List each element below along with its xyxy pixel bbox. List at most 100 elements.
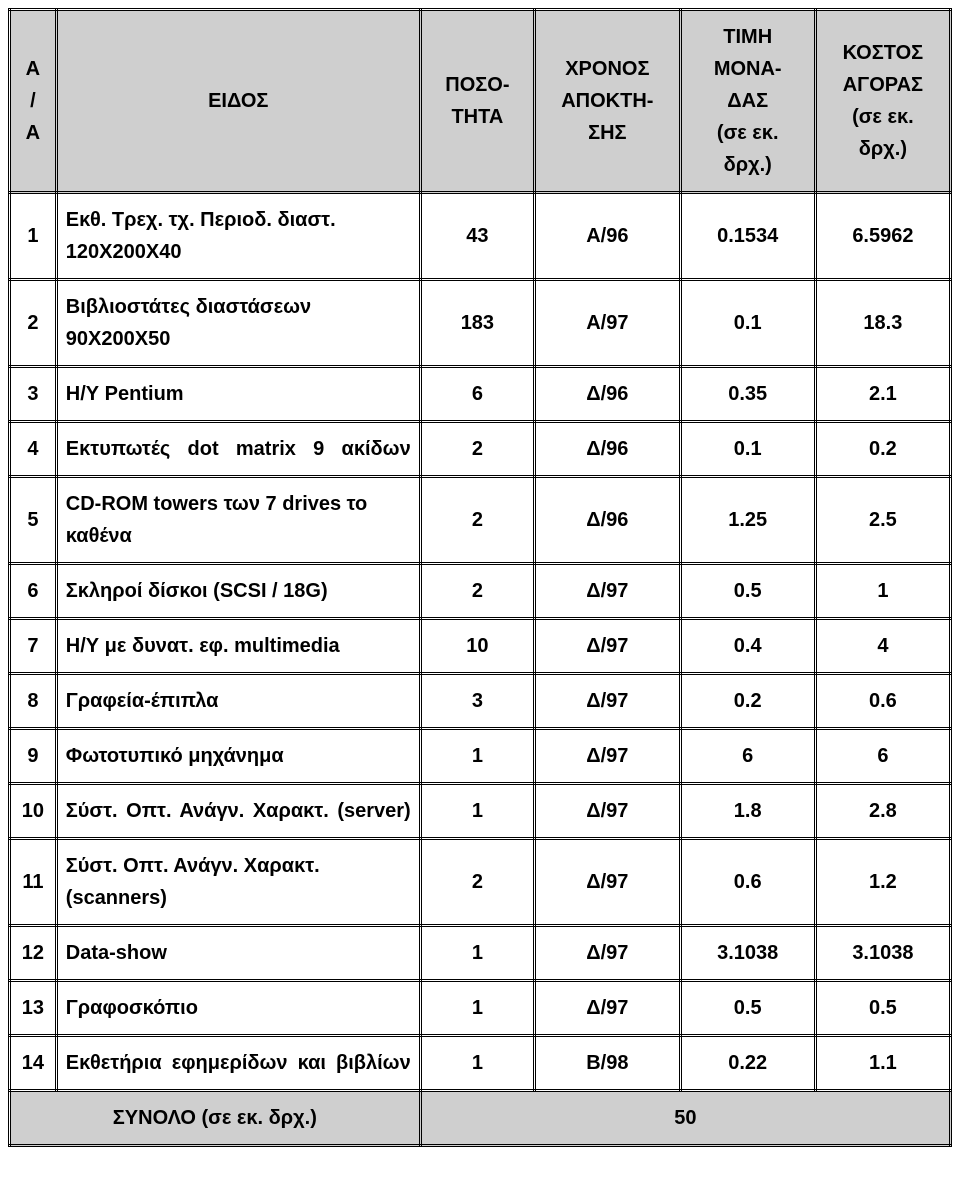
cell-cost: 2.1 xyxy=(815,367,950,422)
cell-qty: 183 xyxy=(420,280,534,367)
cell-qty: 2 xyxy=(420,564,534,619)
cell-cost: 1.1 xyxy=(815,1036,950,1091)
cell-idx: 3 xyxy=(10,367,57,422)
total-label: ΣΥΝΟΛΟ (σε εκ. δρχ.) xyxy=(10,1091,421,1146)
cell-idx: 14 xyxy=(10,1036,57,1091)
cell-desc: Η/Υ με δυνατ. εφ. multimedia xyxy=(56,619,420,674)
table-row: 1Εκθ. Τρεχ. τχ. Περιοδ. διαστ. 120Χ200Χ4… xyxy=(10,193,951,280)
cell-unit: 0.1 xyxy=(680,422,815,477)
cell-time: Δ/97 xyxy=(535,981,681,1036)
cell-unit: 0.35 xyxy=(680,367,815,422)
cell-cost: 2.8 xyxy=(815,784,950,839)
cell-idx: 11 xyxy=(10,839,57,926)
col-idx: Α/Α xyxy=(10,10,57,193)
cell-desc: Σκληροί δίσκοι (SCSI / 18G) xyxy=(56,564,420,619)
table-row: 12Data-show1Δ/973.10383.1038 xyxy=(10,926,951,981)
cell-cost: 0.2 xyxy=(815,422,950,477)
table-row: 3Η/Υ Pentium6Δ/960.352.1 xyxy=(10,367,951,422)
cell-qty: 1 xyxy=(420,729,534,784)
cell-desc: Βιβλιοστάτες διαστάσεων 90Χ200Χ50 xyxy=(56,280,420,367)
table-row: 9Φωτοτυπικό μηχάνημα1Δ/9766 xyxy=(10,729,951,784)
cell-cost: 18.3 xyxy=(815,280,950,367)
cost-table: Α/Α ΕΙΔΟΣ ΠΟΣΟ-ΤΗΤΑ ΧΡΟΝΟΣΑΠΟΚΤΗ-ΣΗΣ ΤΙΜ… xyxy=(8,8,952,1147)
cell-unit: 0.1534 xyxy=(680,193,815,280)
table-row: 7Η/Υ με δυνατ. εφ. multimedia10Δ/970.44 xyxy=(10,619,951,674)
table-row: 2Βιβλιοστάτες διαστάσεων 90Χ200Χ50183Α/9… xyxy=(10,280,951,367)
cell-cost: 1 xyxy=(815,564,950,619)
cell-time: Δ/97 xyxy=(535,619,681,674)
cell-desc: Η/Υ Pentium xyxy=(56,367,420,422)
cell-idx: 12 xyxy=(10,926,57,981)
table-row: 6Σκληροί δίσκοι (SCSI / 18G)2Δ/970.51 xyxy=(10,564,951,619)
cell-time: Δ/96 xyxy=(535,477,681,564)
cell-time: Δ/97 xyxy=(535,674,681,729)
table-header: Α/Α ΕΙΔΟΣ ΠΟΣΟ-ΤΗΤΑ ΧΡΟΝΟΣΑΠΟΚΤΗ-ΣΗΣ ΤΙΜ… xyxy=(10,10,951,193)
cell-desc: Data-show xyxy=(56,926,420,981)
cell-idx: 2 xyxy=(10,280,57,367)
cell-unit: 1.25 xyxy=(680,477,815,564)
table-row: 4Εκτυπωτές dot matrix 9 ακίδων2Δ/960.10.… xyxy=(10,422,951,477)
cell-time: Δ/97 xyxy=(535,926,681,981)
cell-time: Δ/96 xyxy=(535,367,681,422)
cell-time: Δ/97 xyxy=(535,564,681,619)
cell-unit: 6 xyxy=(680,729,815,784)
cell-idx: 8 xyxy=(10,674,57,729)
table-row: 11Σύστ. Οπτ. Ανάγν. Χαρακτ. (scanners)2Δ… xyxy=(10,839,951,926)
table-row: 13Γραφοσκόπιο1Δ/970.50.5 xyxy=(10,981,951,1036)
total-value: 50 xyxy=(420,1091,950,1146)
cell-idx: 7 xyxy=(10,619,57,674)
cell-desc: Γραφοσκόπιο xyxy=(56,981,420,1036)
cell-idx: 6 xyxy=(10,564,57,619)
cell-idx: 13 xyxy=(10,981,57,1036)
cell-desc: Σύστ. Οπτ. Ανάγν. Χαρακτ. (server) xyxy=(56,784,420,839)
cell-desc: Γραφεία-έπιπλα xyxy=(56,674,420,729)
cell-idx: 4 xyxy=(10,422,57,477)
cell-qty: 2 xyxy=(420,477,534,564)
cell-idx: 1 xyxy=(10,193,57,280)
cell-desc: Εκθετήρια εφημερίδων και βιβλίων xyxy=(56,1036,420,1091)
col-cost: ΚΟΣΤΟΣΑΓΟΡΑΣ(σε εκ.δρχ.) xyxy=(815,10,950,193)
cell-desc: Εκθ. Τρεχ. τχ. Περιοδ. διαστ. 120Χ200Χ40 xyxy=(56,193,420,280)
cell-qty: 6 xyxy=(420,367,534,422)
cell-idx: 9 xyxy=(10,729,57,784)
col-desc: ΕΙΔΟΣ xyxy=(56,10,420,193)
cell-unit: 0.2 xyxy=(680,674,815,729)
cell-cost: 6.5962 xyxy=(815,193,950,280)
cell-unit: 3.1038 xyxy=(680,926,815,981)
cell-qty: 1 xyxy=(420,1036,534,1091)
cell-cost: 4 xyxy=(815,619,950,674)
table-row: 10Σύστ. Οπτ. Ανάγν. Χαρακτ. (server)1Δ/9… xyxy=(10,784,951,839)
cell-qty: 2 xyxy=(420,422,534,477)
table-row: 5CD-ROM towers των 7 drives το καθένα2Δ/… xyxy=(10,477,951,564)
table-footer: ΣΥΝΟΛΟ (σε εκ. δρχ.) 50 xyxy=(10,1091,951,1146)
cell-qty: 1 xyxy=(420,981,534,1036)
cell-time: Β/98 xyxy=(535,1036,681,1091)
cell-unit: 0.5 xyxy=(680,981,815,1036)
cell-time: Δ/97 xyxy=(535,729,681,784)
cell-qty: 1 xyxy=(420,784,534,839)
table-row: 14Εκθετήρια εφημερίδων και βιβλίων1Β/980… xyxy=(10,1036,951,1091)
cell-time: Δ/96 xyxy=(535,422,681,477)
cell-qty: 3 xyxy=(420,674,534,729)
col-qty: ΠΟΣΟ-ΤΗΤΑ xyxy=(420,10,534,193)
cell-qty: 43 xyxy=(420,193,534,280)
cell-time: Α/96 xyxy=(535,193,681,280)
cell-qty: 2 xyxy=(420,839,534,926)
cell-qty: 1 xyxy=(420,926,534,981)
table-body: 1Εκθ. Τρεχ. τχ. Περιοδ. διαστ. 120Χ200Χ4… xyxy=(10,193,951,1091)
cell-unit: 0.1 xyxy=(680,280,815,367)
cell-desc: Εκτυπωτές dot matrix 9 ακίδων xyxy=(56,422,420,477)
cell-idx: 10 xyxy=(10,784,57,839)
cell-desc: CD-ROM towers των 7 drives το καθένα xyxy=(56,477,420,564)
cell-cost: 6 xyxy=(815,729,950,784)
cell-unit: 0.6 xyxy=(680,839,815,926)
cell-time: Α/97 xyxy=(535,280,681,367)
cell-cost: 3.1038 xyxy=(815,926,950,981)
cell-unit: 0.5 xyxy=(680,564,815,619)
cell-unit: 1.8 xyxy=(680,784,815,839)
cell-idx: 5 xyxy=(10,477,57,564)
col-unit: ΤΙΜΗΜΟΝΑ-ΔΑΣ(σε εκ.δρχ.) xyxy=(680,10,815,193)
cell-cost: 0.6 xyxy=(815,674,950,729)
table-row: 8Γραφεία-έπιπλα3Δ/970.20.6 xyxy=(10,674,951,729)
cell-cost: 1.2 xyxy=(815,839,950,926)
